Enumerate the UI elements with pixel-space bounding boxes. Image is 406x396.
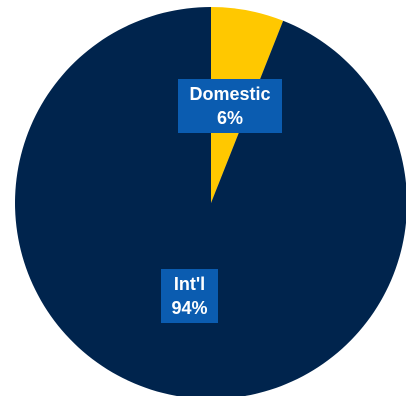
pie-slice-intl bbox=[15, 7, 406, 396]
pie-slices bbox=[15, 7, 406, 396]
data-label-intl-value: 94% bbox=[171, 298, 208, 318]
data-label-domestic-category: Domestic bbox=[189, 84, 271, 104]
data-label-domestic-value: 6% bbox=[216, 108, 243, 128]
data-label-intl: Int'l 94% bbox=[161, 269, 218, 323]
data-label-domestic: Domestic 6% bbox=[178, 79, 282, 133]
data-label-intl-category: Int'l bbox=[173, 274, 206, 294]
